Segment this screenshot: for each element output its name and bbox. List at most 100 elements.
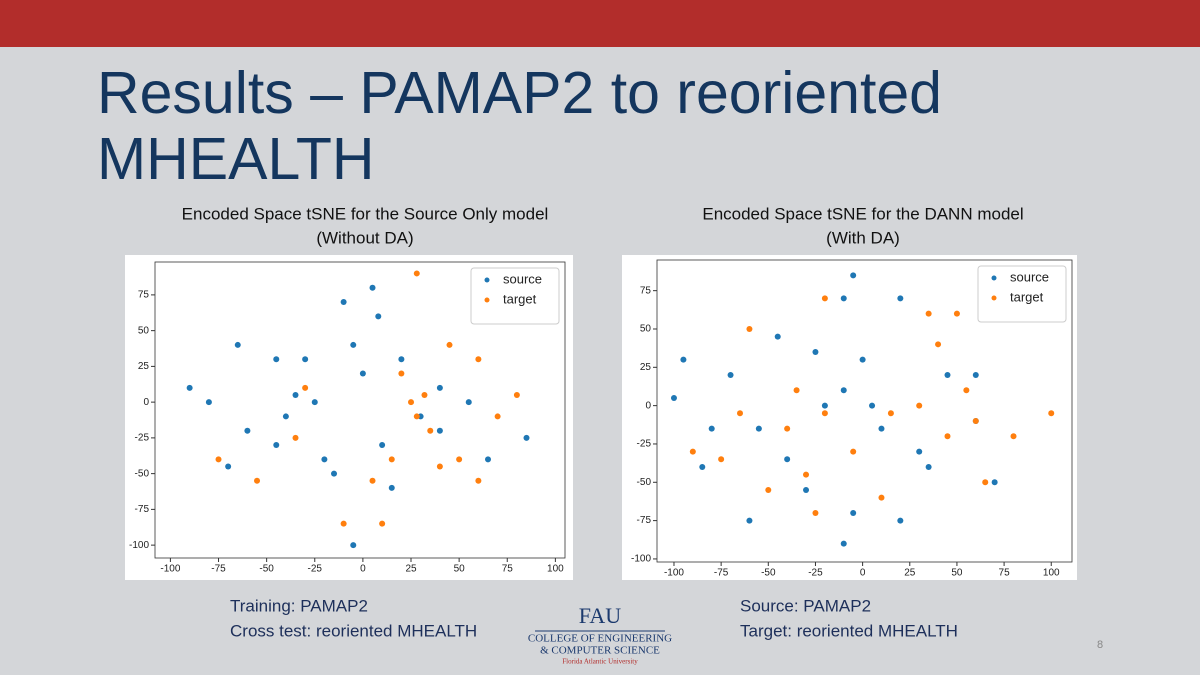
point — [925, 310, 932, 317]
y-tick-label: 75 — [640, 285, 652, 296]
point — [340, 520, 347, 527]
point — [475, 477, 482, 484]
point — [887, 410, 894, 417]
legend-marker — [484, 297, 490, 303]
x-tick-label: -100 — [160, 564, 180, 575]
logo-text: College of Engineering — [528, 633, 672, 645]
x-tick-label: 75 — [502, 564, 514, 575]
point — [944, 371, 951, 378]
y-tick-label: -50 — [637, 477, 652, 488]
note: Source: PAMAP2 — [740, 596, 871, 615]
point — [465, 399, 472, 406]
point — [475, 356, 482, 363]
point — [186, 384, 193, 391]
page-number: 8 — [1097, 639, 1103, 651]
point — [321, 456, 328, 463]
point — [916, 448, 923, 455]
plot-frame — [656, 259, 1073, 563]
point — [727, 371, 734, 378]
point — [302, 384, 309, 391]
logo-text: Florida Atlantic University — [562, 658, 638, 666]
x-tick-label: 25 — [904, 568, 916, 579]
y-tick-label: 0 — [143, 397, 149, 408]
y-tick-label: -100 — [129, 540, 149, 551]
slide-title: Results – PAMAP2 to reoriented MHEALTH — [97, 60, 942, 192]
point — [244, 427, 251, 434]
point — [689, 448, 696, 455]
point — [755, 425, 762, 432]
x-tick-label: 0 — [860, 568, 866, 579]
point — [513, 391, 520, 398]
point — [982, 479, 989, 486]
point — [375, 313, 382, 320]
point — [379, 520, 386, 527]
point — [916, 402, 923, 409]
logo-mark: FAU — [579, 603, 621, 628]
point — [670, 394, 677, 401]
point — [878, 425, 885, 432]
point — [821, 295, 828, 302]
legend-box — [470, 267, 560, 325]
point — [311, 399, 318, 406]
point — [302, 356, 309, 363]
point — [379, 442, 386, 449]
point — [812, 348, 819, 355]
point — [273, 356, 280, 363]
chart-title: Encoded Space tSNE for the Source Only m… — [182, 204, 549, 223]
point — [953, 310, 960, 317]
legend-box — [977, 265, 1067, 323]
point — [925, 463, 932, 470]
legend-label: source — [503, 271, 542, 286]
point — [523, 434, 530, 441]
x-tick-label: -100 — [664, 568, 684, 579]
point — [225, 463, 232, 470]
point — [359, 370, 366, 377]
point — [840, 540, 847, 547]
point — [803, 471, 810, 478]
point — [421, 391, 428, 398]
point — [699, 463, 706, 470]
y-tick-label: 50 — [138, 325, 150, 336]
x-tick-label: -75 — [211, 564, 226, 575]
point — [340, 299, 347, 306]
x-tick-label: -25 — [308, 564, 323, 575]
chart-title: Encoded Space tSNE for the DANN model — [702, 204, 1023, 223]
point — [972, 417, 979, 424]
point — [369, 477, 376, 484]
point — [215, 456, 222, 463]
point — [388, 484, 395, 491]
note: Training: PAMAP2 — [230, 596, 368, 615]
x-tick-label: -50 — [259, 564, 274, 575]
y-tick-label: -75 — [637, 515, 652, 526]
point — [427, 427, 434, 434]
y-tick-label: 25 — [640, 362, 652, 373]
point — [850, 509, 857, 516]
point — [413, 413, 420, 420]
point — [746, 517, 753, 524]
point — [897, 295, 904, 302]
x-tick-label: -25 — [808, 568, 823, 579]
y-tick-label: -25 — [637, 439, 652, 450]
point — [963, 387, 970, 394]
point — [205, 399, 212, 406]
legend-marker — [991, 295, 997, 301]
point — [765, 486, 772, 493]
point — [436, 384, 443, 391]
point — [859, 356, 866, 363]
point — [737, 410, 743, 417]
x-tick-label: -50 — [761, 568, 776, 579]
point — [812, 509, 819, 516]
header-bar — [0, 0, 1200, 47]
point — [840, 387, 847, 394]
y-tick-label: -75 — [135, 504, 150, 515]
point — [821, 410, 828, 417]
point — [398, 356, 405, 363]
note: Cross test: reoriented MHEALTH — [230, 621, 477, 640]
plot-frame — [154, 261, 566, 559]
point — [680, 356, 687, 363]
point — [273, 442, 280, 449]
point — [282, 413, 289, 420]
point — [935, 341, 942, 348]
